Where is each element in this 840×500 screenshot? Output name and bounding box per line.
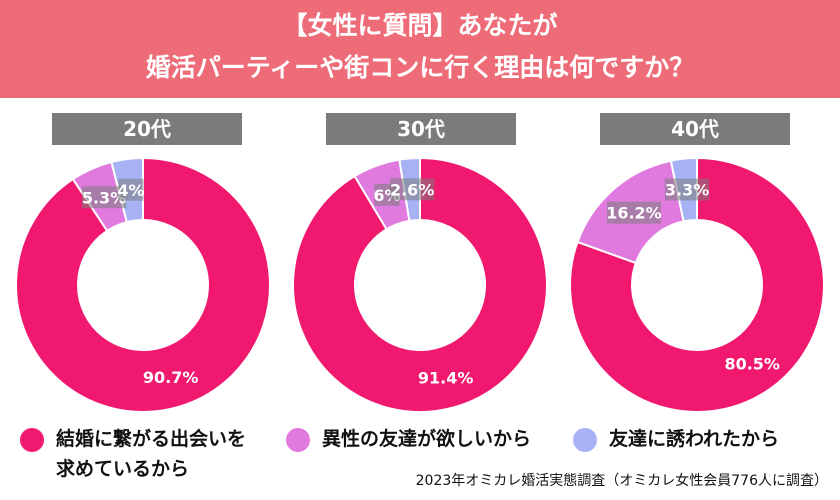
age-label-30s: 30代 (326, 113, 516, 145)
svg-text:2.6%: 2.6% (390, 180, 434, 199)
svg-text:5.3%: 5.3% (82, 188, 126, 207)
donut-40s-slice-marriage (569, 156, 825, 413)
donut-20s-label-marriage: 90.7% (143, 368, 199, 387)
legend-item-invited-by-friends: 友達に誘われたから (573, 424, 779, 454)
legend-label-invited-by-friends: 友達に誘われたから (609, 428, 780, 450)
title-line-2: 婚活パーティーや街コンに行く理由は何ですか？ (145, 53, 695, 82)
donut-40s-label-opposite-sex-friends: 16.2% (606, 201, 662, 224)
age-label-40s: 40代 (600, 113, 790, 145)
age-label-20s: 20代 (52, 113, 242, 145)
header-banner: 【女性に質問】あなたが 婚活パーティーや街コンに行く理由は何ですか？ (0, 0, 840, 98)
svg-text:80.5%: 80.5% (724, 355, 780, 374)
title-line-1: 【女性に質問】あなたが (282, 11, 558, 40)
donut-20s-slice-marriage (15, 156, 271, 413)
donut-20s-label-opposite-sex-friends: 5.3% (81, 186, 127, 209)
donut-20s-label-invited-by-friends: 4% (117, 178, 145, 201)
donut-30s-label-marriage: 91.4% (418, 369, 474, 388)
svg-text:90.7%: 90.7% (143, 368, 199, 387)
donut-30s-slice-marriage (292, 156, 548, 413)
legend-dot-opposite-sex-friends (286, 428, 310, 452)
source-note: 2023年オミカレ婚活実態調査（オミカレ女性会員776人に調査） (415, 473, 828, 489)
donut-30s-label-invited-by-friends: 2.6% (389, 178, 435, 201)
legend-label-opposite-sex-friends: 異性の友達が欲しいから (322, 428, 532, 450)
svg-text:3.3%: 3.3% (665, 181, 709, 200)
svg-text:91.4%: 91.4% (418, 369, 474, 388)
legend-item-opposite-sex-friends: 異性の友達が欲しいから (286, 424, 531, 454)
donut-40s-label-marriage: 80.5% (724, 355, 780, 374)
donut-40s-label-invited-by-friends: 3.3% (664, 178, 710, 201)
legend-label-marriage-2: 求めているから (56, 458, 190, 480)
legend-label-marriage-1: 結婚に繋がる出会いを (56, 428, 247, 450)
svg-text:4%: 4% (117, 181, 144, 200)
svg-text:16.2%: 16.2% (606, 204, 662, 223)
legend-item-marriage: 結婚に繋がる出会いを 求めているから (20, 424, 246, 484)
legend-dot-marriage (20, 428, 44, 452)
legend-dot-invited-by-friends (573, 428, 597, 452)
